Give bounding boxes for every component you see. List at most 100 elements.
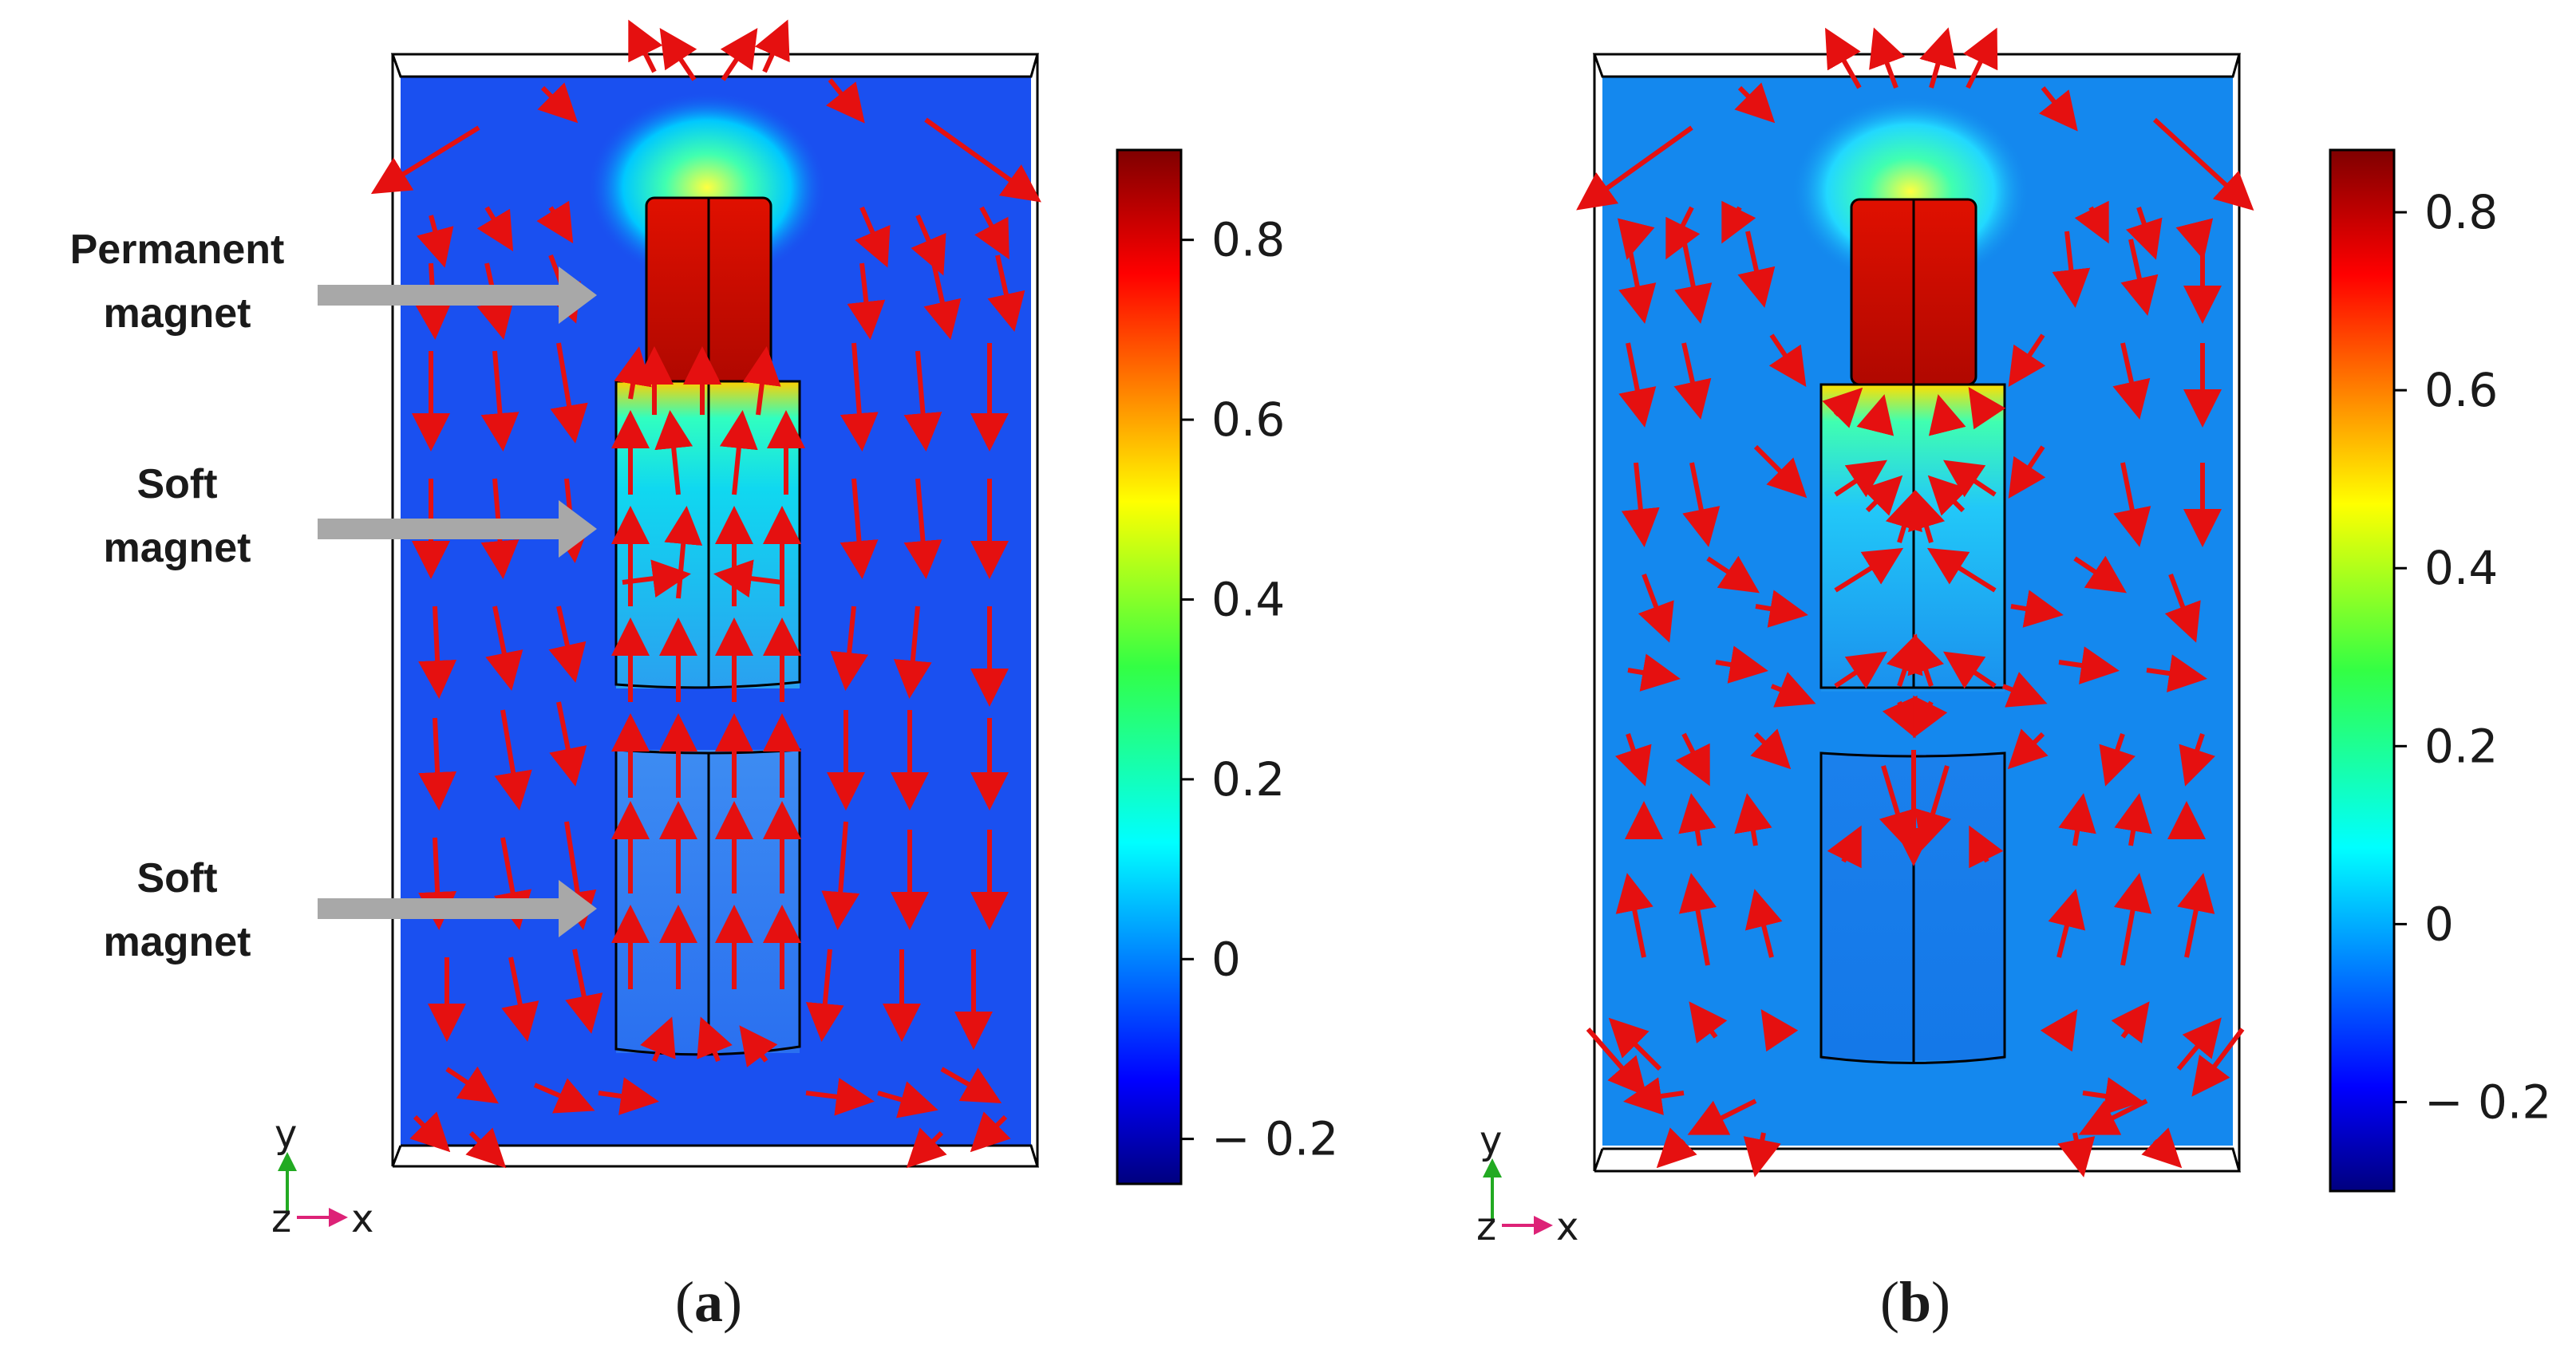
field-arrow — [1963, 27, 1998, 89]
field-arrow — [826, 78, 865, 124]
colorbar-tick-label: 0.2 — [2424, 719, 2498, 773]
field-arrow — [987, 254, 1025, 332]
colorbar-tick-label: 0.6 — [1211, 392, 1285, 447]
field-arrow — [1827, 825, 1862, 869]
field-arrow — [1755, 590, 1808, 628]
field-arrow — [742, 346, 781, 416]
field-arrow — [2010, 590, 2064, 628]
field-arrow — [2058, 646, 2120, 684]
field-arrow — [1678, 873, 1717, 966]
field-arrow — [1879, 765, 1916, 850]
field-arrow — [1665, 206, 1701, 260]
field-arrow — [565, 949, 603, 1034]
field-arrow — [1750, 728, 1792, 770]
annotation-permanent-magnet: Permanent magnet — [70, 227, 597, 337]
colorbar-ticks: 0.8 0.6 0.4 0.2 0 − 0.2 — [1181, 213, 1338, 1166]
field-arrow — [1770, 672, 1816, 708]
field-arrow — [537, 82, 579, 124]
field-arrow — [974, 206, 1009, 260]
field-arrow — [1943, 651, 1997, 689]
annotation-label-line1: Soft — [136, 855, 217, 901]
colorbar-tick-label: 0.8 — [2424, 185, 2498, 239]
field-arrows — [1576, 27, 2254, 1177]
field-arrow — [1615, 873, 1653, 958]
z-axis-label: z — [271, 1197, 291, 1241]
field-arrow — [2164, 573, 2201, 643]
field-arrow — [370, 125, 480, 195]
field-arrow — [1926, 547, 1997, 593]
field-arrow — [1656, 1127, 1697, 1169]
field-arrow — [1913, 695, 1948, 739]
field-arrow — [1721, 200, 1756, 244]
field-arrow — [970, 1111, 1011, 1153]
field-arrow — [1608, 1017, 1662, 1071]
field-arrow — [1834, 651, 1887, 689]
field-arrow — [2082, 1077, 2143, 1115]
field-arrow — [2152, 117, 2254, 211]
field-arrow — [2074, 200, 2109, 244]
field-arrow — [1969, 825, 2004, 869]
field-arrow — [416, 215, 454, 268]
field-arrow — [1687, 1099, 1757, 1135]
field-arrow — [476, 206, 514, 252]
field-arrow — [893, 605, 932, 699]
field-arrow — [2111, 1001, 2150, 1043]
field-arrow — [533, 1078, 595, 1114]
field-arrow — [465, 1127, 507, 1169]
field-arrow — [1576, 125, 1693, 211]
field-arrow — [1768, 333, 1807, 387]
colorbar-tick-label: 0.6 — [2424, 363, 2498, 417]
field-arrow — [1618, 239, 1657, 324]
field-arrow — [480, 350, 520, 452]
field-arrow — [659, 28, 697, 81]
field-arrow — [2146, 654, 2207, 692]
colorbar-gradient — [2329, 148, 2396, 1193]
annotation-arrow — [318, 500, 597, 558]
field-arrow — [1943, 460, 1997, 498]
panel-caption: (a) — [675, 1270, 742, 1334]
field-arrow — [911, 214, 946, 276]
field-arrow — [1743, 1132, 1781, 1177]
axis-triad: y z x — [271, 1112, 373, 1241]
field-arrow — [2179, 733, 2216, 787]
field-arrow — [2078, 1099, 2148, 1135]
colorbar-tick-label: 0 — [2424, 897, 2454, 951]
field-arrow — [2008, 333, 2046, 387]
colorbar-ticks: 0.8 0.6 0.4 0.2 0 − 0.2 — [2394, 185, 2551, 1129]
field-arrow — [720, 28, 758, 81]
field-arrow — [1734, 793, 1772, 846]
field-arrow — [536, 200, 574, 244]
field-arrow — [1825, 27, 1862, 89]
field-arrow — [501, 957, 539, 1042]
field-arrow — [923, 262, 962, 340]
field-arrow — [2191, 1028, 2245, 1097]
field-arrow — [550, 342, 588, 444]
field-arrow — [1822, 387, 1863, 428]
colorbar-tick-label: − 0.2 — [2424, 1075, 2551, 1129]
colorbar-tick-label: 0.4 — [2424, 541, 2498, 595]
field-arrow — [2141, 1127, 2183, 1169]
field-arrow — [2058, 793, 2096, 846]
field-arrow — [840, 478, 879, 579]
field-arrow — [2112, 342, 2151, 420]
field-arrow — [2052, 231, 2091, 308]
field-arrow — [840, 342, 879, 452]
field-arrow — [2073, 555, 2127, 594]
field-arrow — [1673, 342, 1712, 420]
field-arrow — [2048, 889, 2086, 958]
field-arrow — [1614, 733, 1652, 787]
colorbar-gradient — [1116, 148, 1183, 1185]
field-arrow — [1914, 765, 1952, 850]
annotation-arrow — [318, 266, 597, 324]
field-arrow — [418, 605, 457, 699]
annotation-soft-magnet-upper: Soft magnet — [104, 461, 597, 571]
field-arrow — [418, 717, 457, 811]
field-arrow — [2007, 728, 2049, 770]
field-arrow — [830, 605, 869, 691]
field-arrow — [719, 410, 758, 495]
field-arrow — [1674, 239, 1713, 324]
y-axis-label: y — [1480, 1118, 1502, 1163]
x-axis-label: x — [1556, 1205, 1578, 1249]
field-arrow — [640, 1016, 676, 1063]
